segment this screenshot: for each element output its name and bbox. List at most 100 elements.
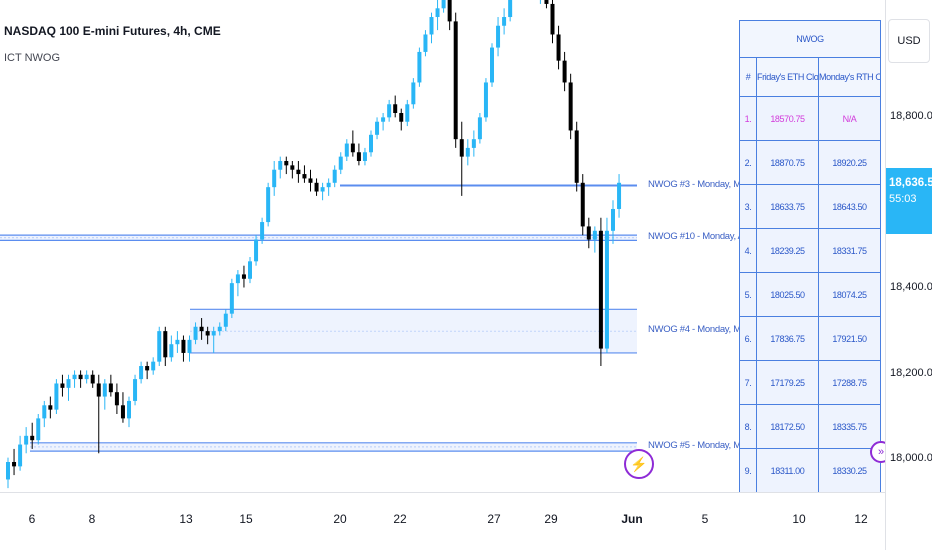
candle-body	[175, 339, 180, 345]
candle-body	[592, 230, 597, 240]
scroll-to-realtime-icon[interactable]: »	[870, 441, 885, 463]
candle-body	[48, 405, 53, 410]
candle-body	[127, 400, 131, 419]
row-index: 9.	[739, 448, 757, 492]
friday-close-value: 18239.25	[756, 228, 819, 273]
table-header-monday-open: Monday's RTH Open	[818, 57, 881, 97]
indicator-legend[interactable]: ICT NWOG	[4, 52, 61, 64]
table-row: 3. 18633.75 18643.50	[739, 184, 881, 229]
candle-body	[459, 139, 464, 157]
monday-open-value: N/A	[818, 96, 881, 141]
candle-body	[187, 339, 192, 353]
time-axis[interactable]: 6 8 13 15 20 22 27 29 Jun 5 10 12	[0, 492, 885, 551]
nwog-zone-fill	[0, 235, 637, 241]
candle-body	[387, 104, 392, 118]
candle-body	[108, 383, 113, 393]
candle-body	[302, 174, 307, 179]
candle-body	[314, 182, 319, 192]
candle-body	[139, 366, 144, 380]
bar-countdown: 55:03	[889, 193, 917, 205]
time-label: 8	[88, 512, 96, 526]
candle-body	[241, 274, 246, 279]
candle-body	[114, 392, 119, 406]
nwog-table: NWOG # Friday's ETH Close Monday's RTH O…	[739, 20, 881, 492]
row-index: 4.	[739, 228, 757, 273]
lightning-icon[interactable]: ⚡	[624, 449, 654, 479]
candle-body	[490, 47, 494, 83]
candle-body	[338, 156, 343, 170]
candle-body	[369, 134, 373, 153]
candle-body	[477, 117, 482, 140]
price-tick: 18,000.00	[890, 452, 932, 464]
candle-body	[120, 405, 125, 419]
candle-body	[393, 104, 398, 113]
table-header-friday-close: Friday's ETH Close	[756, 57, 819, 97]
candle-body	[284, 160, 289, 166]
candle-body	[471, 139, 476, 148]
time-label: 15	[239, 512, 253, 526]
table-row: 2. 18870.75 18920.25	[739, 140, 881, 185]
friday-close-value: 18870.75	[756, 140, 819, 185]
price-chart[interactable]	[0, 0, 885, 492]
candle-body	[447, 0, 452, 22]
candle-body	[42, 405, 47, 419]
table-header-index: #	[739, 57, 757, 97]
candle-body	[508, 0, 513, 18]
candle-body	[411, 82, 416, 105]
candle-body	[308, 178, 313, 183]
candle-body	[102, 383, 107, 397]
candle-body	[145, 366, 150, 371]
candle-body	[193, 326, 198, 340]
candle-body	[6, 462, 10, 480]
friday-close-value: 17836.75	[756, 316, 819, 361]
nwog-zone-label: NWOG #4 - Monday, May 13	[648, 324, 763, 336]
chart-area[interactable]: NASDAQ 100 E-mini Futures, 4h, CME ICT N…	[0, 0, 885, 492]
candle-body	[272, 169, 277, 188]
table-row: 6. 17836.75 17921.50	[739, 316, 881, 361]
candle-body	[435, 8, 440, 18]
candle-body	[598, 230, 603, 349]
candle-body	[78, 374, 83, 380]
table-row: 1. 18570.75 N/A	[739, 96, 881, 141]
table-row: 9. 18311.00 18330.25	[739, 448, 881, 492]
price-axis[interactable]: USD 18,800.00 18,400.00 18,200.00 18,000…	[885, 0, 932, 550]
table-title: NWOG	[739, 20, 881, 58]
candle-body	[260, 222, 265, 240]
candle-body	[441, 0, 446, 9]
row-index: 1.	[739, 96, 757, 141]
time-label: 6	[28, 512, 36, 526]
candle-body	[429, 17, 434, 35]
time-label: 22	[393, 512, 407, 526]
candle-body	[399, 113, 404, 122]
time-label: 12	[854, 512, 868, 526]
candle-body	[60, 383, 65, 388]
row-index: 6.	[739, 316, 757, 361]
time-label: 5	[701, 512, 709, 526]
candle-body	[496, 25, 501, 48]
current-price-badge: 18,636.50 55:03	[886, 168, 932, 234]
candle-body	[611, 208, 615, 231]
candle-body	[248, 261, 252, 279]
candle-body	[617, 182, 622, 209]
candle-body	[423, 34, 428, 52]
monday-open-value: 18643.50	[818, 184, 881, 229]
monday-open-value: 18331.75	[818, 228, 881, 273]
row-index: 3.	[739, 184, 757, 229]
candle-body	[66, 379, 71, 388]
candle-body	[266, 187, 271, 223]
candle-body	[90, 374, 95, 384]
candle-body	[151, 361, 156, 371]
price-tick: 18,200.00	[890, 367, 932, 379]
candle-body	[72, 374, 77, 380]
price-tick: 18,800.00	[890, 110, 932, 122]
candle-body	[36, 418, 41, 441]
candle-body	[356, 152, 361, 161]
nwog-zone-fill	[190, 309, 637, 353]
candle-body	[181, 339, 186, 353]
candle-body	[326, 182, 331, 188]
monday-open-value: 18920.25	[818, 140, 881, 185]
time-label: Jun	[621, 512, 643, 526]
symbol-title[interactable]: NASDAQ 100 E-mini Futures, 4h, CME	[4, 24, 221, 38]
currency-button[interactable]: USD	[888, 19, 930, 63]
candle-body	[556, 34, 561, 61]
